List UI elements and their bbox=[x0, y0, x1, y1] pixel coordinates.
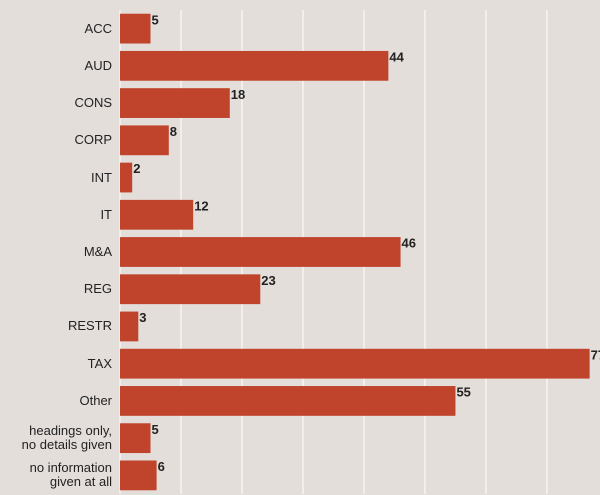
value-label: 77 bbox=[591, 347, 600, 362]
bar bbox=[120, 162, 133, 193]
bar bbox=[120, 50, 389, 81]
bar bbox=[120, 348, 590, 379]
value-label: 44 bbox=[389, 50, 404, 65]
value-label: 2 bbox=[133, 161, 140, 176]
value-label: 8 bbox=[170, 124, 177, 139]
category-label: no information given at all bbox=[29, 460, 112, 490]
bar bbox=[120, 274, 261, 305]
value-label: 6 bbox=[158, 459, 165, 474]
bar bbox=[120, 125, 169, 156]
bar bbox=[120, 423, 151, 454]
bar bbox=[120, 237, 401, 267]
value-label: 55 bbox=[456, 385, 470, 400]
value-label: 46 bbox=[402, 236, 416, 251]
category-label: headings only, no details given bbox=[21, 423, 112, 453]
value-label: 3 bbox=[139, 310, 146, 325]
bar bbox=[120, 460, 157, 491]
bar bbox=[120, 311, 139, 342]
category-label: Other bbox=[79, 392, 112, 408]
category-label: RESTR bbox=[67, 318, 112, 334]
category-label: CORP bbox=[74, 132, 112, 148]
bar bbox=[120, 88, 230, 118]
value-label: 23 bbox=[261, 273, 275, 288]
bar bbox=[120, 13, 151, 44]
category-label: CONS bbox=[74, 95, 112, 111]
bar bbox=[120, 199, 194, 230]
category-label: AUD bbox=[84, 57, 112, 73]
category-label: INT bbox=[91, 169, 112, 185]
value-label: 5 bbox=[151, 12, 158, 27]
category-label: ACC bbox=[84, 20, 112, 36]
value-label: 5 bbox=[151, 422, 158, 437]
category-label: TAX bbox=[87, 355, 112, 371]
bar bbox=[120, 386, 456, 416]
value-label: 12 bbox=[194, 198, 208, 213]
category-label: IT bbox=[100, 206, 112, 222]
category-label: M&A bbox=[83, 244, 112, 259]
category-label: REG bbox=[83, 281, 112, 297]
value-label: 18 bbox=[231, 87, 245, 102]
